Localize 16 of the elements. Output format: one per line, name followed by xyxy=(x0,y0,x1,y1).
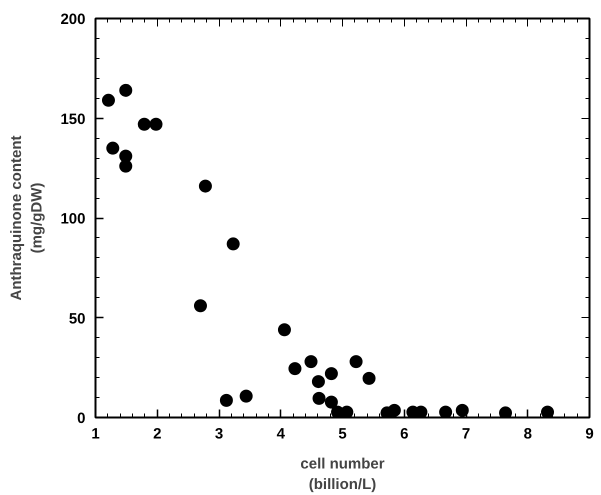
x-tick-label: 2 xyxy=(153,426,162,442)
x-tick-label: 8 xyxy=(524,426,532,442)
x-tick-label: 3 xyxy=(214,426,224,442)
y-tick-label: 200 xyxy=(60,11,86,28)
y-tick-label: 150 xyxy=(60,110,86,128)
x-tick-label: 6 xyxy=(400,426,408,442)
x-axis-title: cell number (billion/L) xyxy=(300,456,385,493)
x-tick-label: 4 xyxy=(276,426,286,442)
y-tick-label: 100 xyxy=(60,210,86,228)
x-tick-label: 9 xyxy=(585,426,594,442)
x-tick-label: 5 xyxy=(338,426,347,442)
y-axis-title: Anthraquinone content (mg/gDW) xyxy=(8,135,46,300)
y-tick-label: 0 xyxy=(77,410,86,427)
y-tick-label: 50 xyxy=(68,310,86,328)
x-tick-label: 1 xyxy=(91,426,100,442)
x-tick-label: 7 xyxy=(462,426,470,442)
